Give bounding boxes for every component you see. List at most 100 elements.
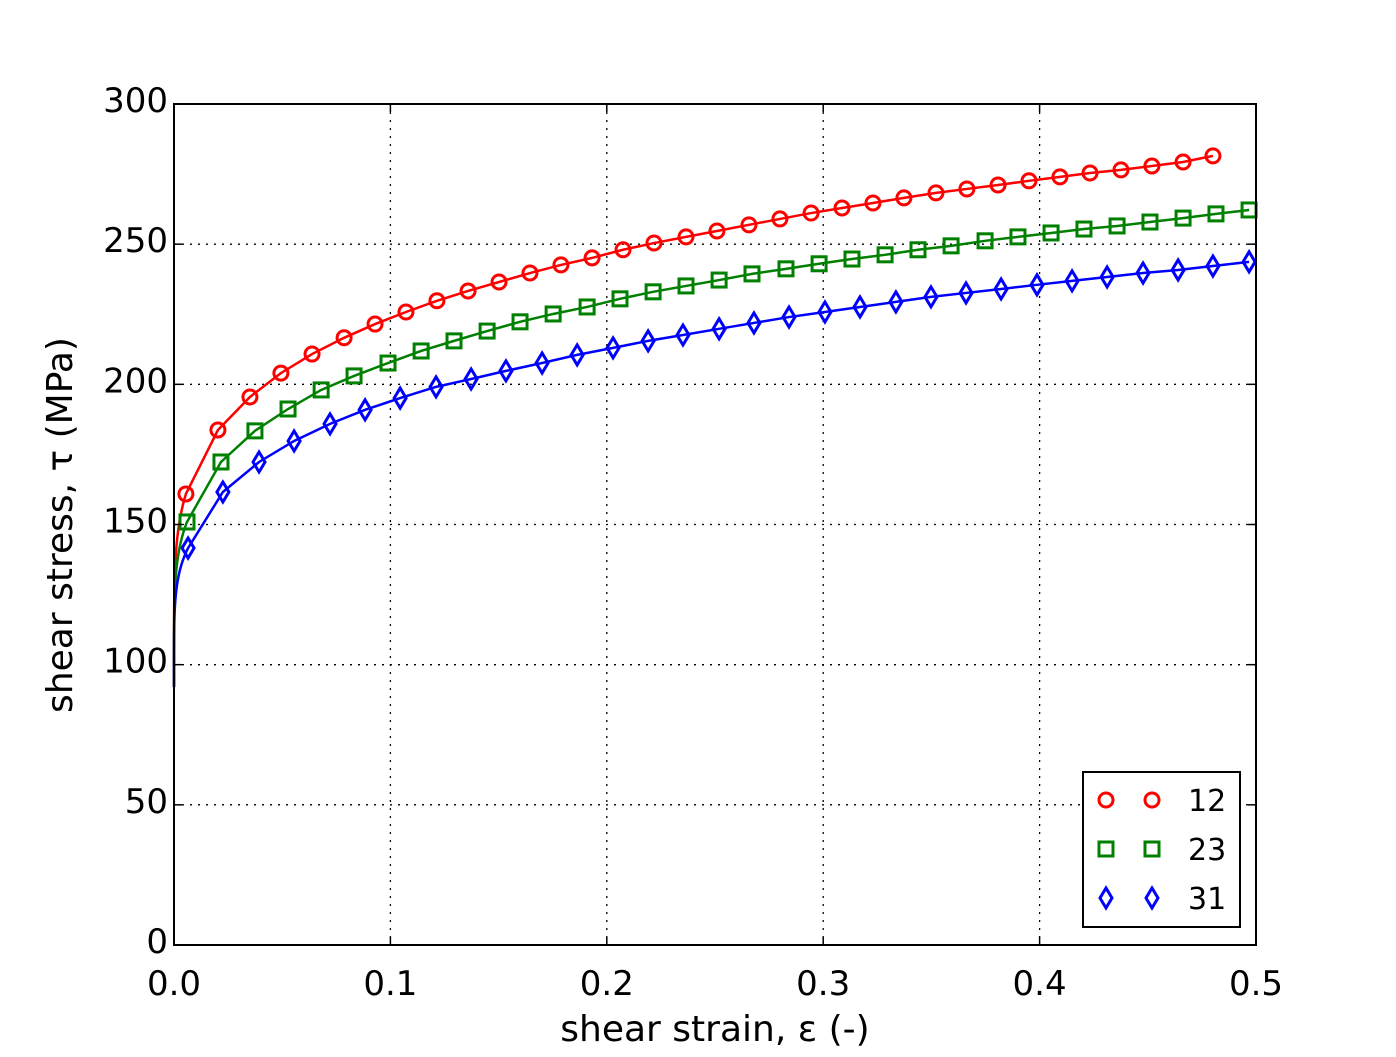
y-tick-label: 250 [103,221,168,261]
data-point-12 [241,388,259,406]
data-point-23 [710,271,728,289]
data-point-31 [640,327,656,354]
data-point-31 [569,341,585,368]
data-point-31 [322,410,338,437]
data-point-23 [611,290,629,308]
data-point-31 [1135,260,1151,286]
data-point-31 [357,396,373,423]
data-point-12 [614,241,632,259]
data-point-31 [1241,248,1257,275]
data-point-23 [578,298,596,316]
data-point-12 [927,184,945,202]
data-point-23 [677,277,695,295]
data-point-23 [976,232,994,250]
series-line-31 [172,260,1250,688]
data-point-31 [392,385,408,411]
y-tick-label: 0 [146,922,168,962]
data-point-31 [958,280,974,306]
data-point-31 [993,276,1009,302]
data-point-23 [478,322,496,340]
x-tick-label: 0.2 [580,964,634,1004]
data-point-31 [1170,257,1186,283]
series-line-23 [172,208,1250,688]
data-point-31 [923,283,939,310]
data-point-12 [209,421,227,439]
data-point-31 [251,449,267,475]
data-point-23 [843,250,861,268]
data-point-12 [895,189,913,207]
data-point-12 [740,216,758,234]
data-point-12 [708,222,726,240]
data-point-31 [852,294,868,320]
y-tick-label: 150 [103,502,168,542]
data-point-12 [864,194,882,212]
data-point-12 [833,199,851,217]
data-point-12 [958,180,976,198]
x-tick-label: 0.4 [1013,964,1067,1004]
data-point-23 [644,283,662,301]
data-point-12 [335,329,353,347]
data-point-12 [583,249,601,267]
y-tick-label: 200 [103,361,168,401]
data-point-12 [1020,172,1038,190]
data-point-12 [771,210,789,228]
data-point-23 [345,367,363,385]
data-point-12 [677,228,695,246]
data-point-12 [459,282,477,300]
data-point-31 [498,357,514,384]
data-point-23 [1042,224,1060,242]
data-point-12 [521,264,539,282]
data-point-31 [675,322,691,348]
legend: 12 23 31 [1082,771,1241,928]
data-point-31 [463,366,479,392]
data-point-31 [605,334,621,361]
data-point-23 [777,260,795,278]
data-point-31 [534,350,550,376]
legend-marker-12 [1143,791,1161,809]
data-point-12 [1143,157,1161,175]
legend-label-23: 23 [1188,833,1226,868]
data-point-31 [1205,253,1221,279]
legend-label-31: 31 [1188,882,1226,917]
data-point-31 [711,315,727,342]
data-point-12 [989,176,1007,194]
y-tick-label: 100 [103,642,168,682]
data-point-31 [1064,267,1080,294]
data-point-31 [1099,264,1115,290]
ticks: 0.0 0.1 0.2 0.3 0.4 0.5 0 50 100 150 200 250 300 [103,81,1283,1004]
data-point-23 [876,246,894,264]
data-point-12 [1051,168,1069,186]
data-point-31 [286,428,302,454]
data-point-12 [802,204,820,222]
legend-marker-23 [1143,840,1161,858]
data-point-23 [279,400,297,418]
series-line-12 [172,154,1214,688]
data-point-12 [1204,147,1222,165]
data-point-31 [1029,271,1045,298]
data-point-23 [1141,213,1159,231]
data-point-12 [397,303,415,321]
series-lines [172,154,1250,688]
legend-marker-12 [1097,791,1115,809]
data-point-31 [888,288,904,315]
data-point-12 [272,364,290,382]
data-point-31 [180,535,196,561]
data-point-23 [212,453,230,471]
data-point-31 [817,299,833,325]
y-axis-label: shear stress, τ (MPa) [40,337,81,713]
data-point-23 [743,265,761,283]
x-tick-label: 0.1 [363,964,417,1004]
data-point-23 [178,513,196,531]
data-point-23 [1108,217,1126,235]
data-point-23 [544,305,562,323]
y-tick-label: 300 [103,81,168,121]
series-markers [177,147,1258,561]
data-point-12 [552,256,570,274]
data-point-23 [445,332,463,350]
data-point-23 [412,342,430,360]
data-point-12 [645,234,663,252]
data-point-23 [246,422,264,440]
data-point-12 [1081,164,1099,182]
legend-marker-31 [1098,885,1114,911]
